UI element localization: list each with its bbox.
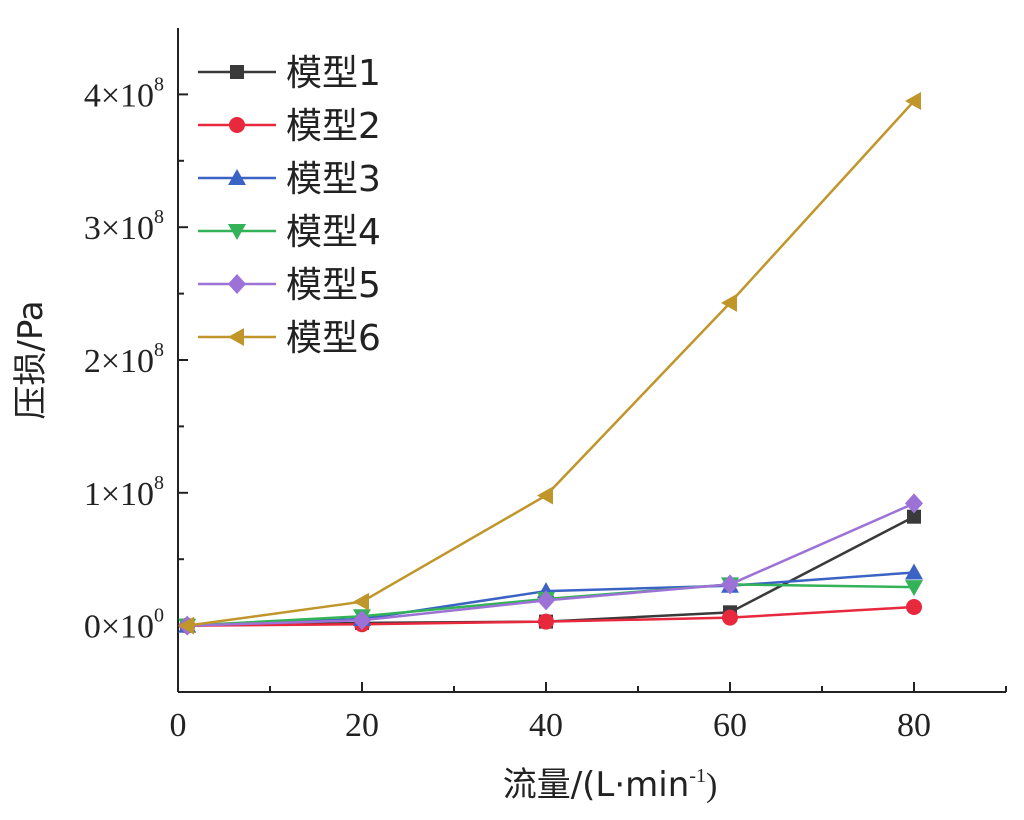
x-axis-label-close: ): [706, 767, 717, 804]
data-point-marker: [353, 592, 369, 611]
y-tick-exponent: 8: [154, 73, 164, 95]
legend-item: 模型5: [198, 265, 381, 306]
y-tick-exponent: 0: [154, 605, 164, 627]
series-layer: [178, 92, 923, 636]
legend-marker: [228, 328, 244, 346]
x-axis-label-superscript: -1: [689, 765, 706, 787]
data-point-marker: [907, 509, 921, 524]
y-tick-label: 0×100: [84, 605, 164, 646]
y-tick-mantissa: 2×10: [84, 343, 154, 380]
data-point-marker: [905, 92, 921, 111]
data-point-marker: [905, 580, 923, 597]
data-point-marker: [905, 563, 923, 580]
data-point-marker: [537, 486, 553, 505]
data-point-marker: [906, 599, 922, 616]
y-tick-mantissa: 1×10: [84, 476, 154, 513]
y-tick-exponent: 8: [154, 206, 164, 228]
legend-marker: [228, 169, 246, 185]
x-axis-label-main: 流量/(L·min: [503, 765, 690, 805]
y-tick-mantissa: 0×10: [84, 609, 154, 646]
legend-marker: [230, 65, 244, 79]
x-tick-label: 80: [897, 707, 931, 744]
data-point-marker: [722, 609, 738, 626]
legend-marker: [228, 274, 246, 294]
series-6: [178, 92, 921, 635]
y-tick-label: 3×108: [84, 206, 164, 247]
legend-label: 模型4: [286, 212, 381, 253]
data-point-marker: [721, 574, 739, 595]
legend-label: 模型5: [286, 265, 381, 306]
x-axis-label: 流量/(L·min-1): [503, 765, 718, 805]
legend-item: 模型2: [198, 106, 381, 147]
y-tick-label: 1×108: [84, 472, 164, 513]
legend-item: 模型6: [198, 318, 381, 359]
data-point-marker: [353, 610, 371, 631]
y-tick-mantissa: 3×10: [84, 210, 154, 247]
y-tick-exponent: 8: [154, 339, 164, 361]
data-point-marker: [538, 613, 554, 630]
x-tick-label: 60: [713, 707, 747, 744]
legend-item: 模型1: [198, 53, 381, 94]
y-tick-exponent: 8: [154, 472, 164, 494]
legend-marker: [228, 224, 246, 240]
data-point-marker: [178, 616, 195, 635]
y-tick-label: 2×108: [84, 339, 164, 380]
y-tick-mantissa: 4×10: [84, 77, 154, 114]
data-point-marker: [905, 493, 923, 514]
x-tick-label: 40: [529, 707, 563, 744]
legend-item: 模型3: [198, 159, 381, 200]
data-point-marker: [537, 590, 555, 611]
legend: 模型1 模型2 模型3 模型4 模型5 模型6: [198, 53, 381, 359]
x-tick-label: 0: [170, 707, 187, 744]
y-axis-label: 压损/Pa: [11, 300, 51, 419]
x-tick-labels: 0 20 40 60 80: [170, 707, 932, 744]
legend-label: 模型6: [286, 318, 381, 359]
legend-label: 模型1: [286, 53, 381, 94]
legend-label: 模型3: [286, 159, 381, 200]
data-point-marker: [721, 293, 737, 312]
legend-marker: [229, 117, 245, 133]
x-tick-label: 20: [345, 707, 379, 744]
legend-item: 模型4: [198, 212, 381, 253]
y-tick-label: 4×108: [84, 73, 164, 114]
legend-label: 模型2: [286, 106, 381, 147]
